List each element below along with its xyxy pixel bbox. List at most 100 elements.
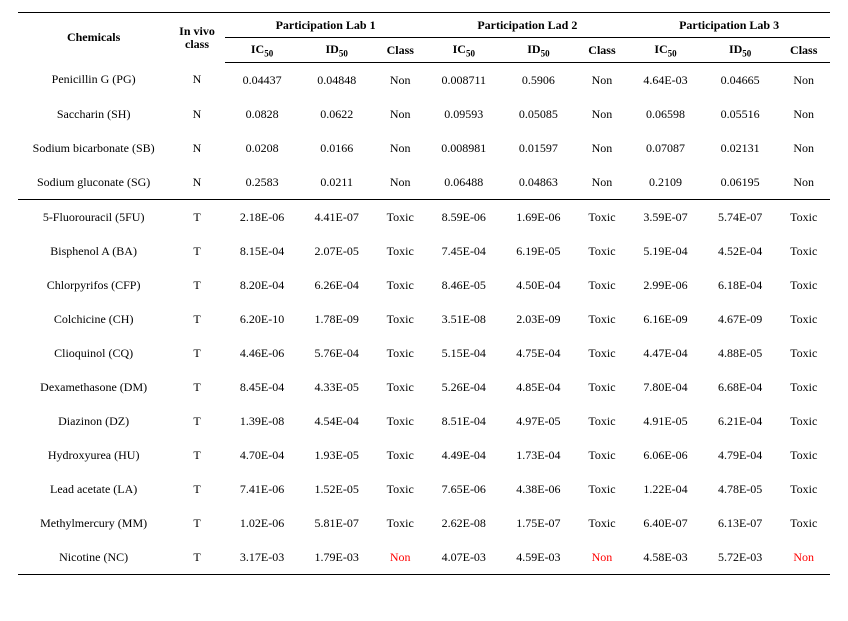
table-row: Saccharin (SH)N0.08280.0622Non0.095930.0… (18, 97, 830, 131)
cell-lab3-ic50: 0.06598 (628, 97, 703, 131)
cell-lab2-ic50: 8.51E-04 (426, 404, 501, 438)
cell-lab1-class: Non (374, 63, 426, 98)
cell-lab3-id50: 4.88E-05 (703, 336, 778, 370)
cell-lab3-id50: 5.72E-03 (703, 540, 778, 575)
cell-invivo: N (169, 97, 224, 131)
cell-chemical: Nicotine (NC) (18, 540, 169, 575)
cell-lab1-ic50: 7.41E-06 (225, 472, 300, 506)
cell-lab3-ic50: 4.58E-03 (628, 540, 703, 575)
results-table: Chemicals In vivo class Participation La… (18, 12, 830, 575)
cell-lab1-class: Toxic (374, 268, 426, 302)
cell-chemical: Diazinon (DZ) (18, 404, 169, 438)
table-row: Sodium bicarbonate (SB)N0.02080.0166Non0… (18, 131, 830, 165)
cell-lab2-ic50: 7.45E-04 (426, 234, 501, 268)
cell-lab1-id50: 4.33E-05 (299, 370, 374, 404)
table-row: Penicillin G (PG)N0.044370.04848Non0.008… (18, 63, 830, 98)
cell-lab2-class: Toxic (576, 370, 628, 404)
cell-chemical: Clioquinol (CQ) (18, 336, 169, 370)
cell-lab1-ic50: 4.46E-06 (225, 336, 300, 370)
cell-lab2-id50: 4.75E-04 (501, 336, 576, 370)
cell-lab1-id50: 6.26E-04 (299, 268, 374, 302)
cell-lab1-ic50: 1.39E-08 (225, 404, 300, 438)
cell-lab3-class: Toxic (777, 268, 830, 302)
cell-lab2-id50: 4.50E-04 (501, 268, 576, 302)
cell-lab1-id50: 0.0211 (299, 165, 374, 200)
cell-invivo: T (169, 200, 224, 235)
cell-chemical: 5-Fluorouracil (5FU) (18, 200, 169, 235)
cell-lab1-ic50: 6.20E-10 (225, 302, 300, 336)
cell-lab1-class: Toxic (374, 336, 426, 370)
cell-lab1-class: Toxic (374, 438, 426, 472)
col-lab3-ic50: IC50 (628, 38, 703, 63)
cell-lab2-ic50: 0.09593 (426, 97, 501, 131)
cell-chemical: Sodium gluconate (SG) (18, 165, 169, 200)
col-lab1-ic50: IC50 (225, 38, 300, 63)
cell-lab3-ic50: 4.64E-03 (628, 63, 703, 98)
cell-lab1-class: Toxic (374, 472, 426, 506)
cell-lab3-class: Non (777, 63, 830, 98)
cell-lab2-id50: 0.5906 (501, 63, 576, 98)
cell-lab1-id50: 0.0622 (299, 97, 374, 131)
cell-lab2-class: Toxic (576, 438, 628, 472)
cell-invivo: T (169, 302, 224, 336)
cell-lab3-class: Toxic (777, 370, 830, 404)
cell-lab1-class: Toxic (374, 302, 426, 336)
cell-lab3-id50: 6.68E-04 (703, 370, 778, 404)
cell-invivo: N (169, 63, 224, 98)
cell-invivo: T (169, 438, 224, 472)
col-lab3-id50: ID50 (703, 38, 778, 63)
table-row: Sodium gluconate (SG)N0.25830.0211Non0.0… (18, 165, 830, 200)
cell-lab1-ic50: 3.17E-03 (225, 540, 300, 575)
cell-lab3-class: Toxic (777, 302, 830, 336)
cell-lab1-id50: 0.0166 (299, 131, 374, 165)
col-lab3-class: Class (777, 38, 830, 63)
cell-lab2-class: Toxic (576, 234, 628, 268)
cell-chemical: Chlorpyrifos (CFP) (18, 268, 169, 302)
cell-lab2-ic50: 3.51E-08 (426, 302, 501, 336)
cell-lab2-class: Toxic (576, 268, 628, 302)
cell-lab3-class: Toxic (777, 404, 830, 438)
cell-lab3-ic50: 4.91E-05 (628, 404, 703, 438)
table-row: Dexamethasone (DM)T8.45E-044.33E-05Toxic… (18, 370, 830, 404)
col-invivo-class: In vivo class (169, 13, 224, 63)
cell-lab3-class: Non (777, 97, 830, 131)
cell-lab3-class: Toxic (777, 200, 830, 235)
cell-lab3-id50: 5.74E-07 (703, 200, 778, 235)
cell-lab1-class: Non (374, 97, 426, 131)
cell-invivo: T (169, 370, 224, 404)
cell-lab2-class: Toxic (576, 404, 628, 438)
cell-lab2-class: Toxic (576, 200, 628, 235)
cell-lab2-ic50: 5.15E-04 (426, 336, 501, 370)
cell-lab3-id50: 6.21E-04 (703, 404, 778, 438)
table-row: Clioquinol (CQ)T4.46E-065.76E-04Toxic5.1… (18, 336, 830, 370)
cell-lab3-class: Toxic (777, 472, 830, 506)
cell-lab2-id50: 4.38E-06 (501, 472, 576, 506)
cell-chemical: Sodium bicarbonate (SB) (18, 131, 169, 165)
cell-lab3-class: Non (777, 131, 830, 165)
cell-lab1-class: Non (374, 131, 426, 165)
cell-lab3-class: Toxic (777, 506, 830, 540)
cell-lab3-id50: 4.78E-05 (703, 472, 778, 506)
cell-lab2-class: Non (576, 63, 628, 98)
cell-lab3-id50: 6.13E-07 (703, 506, 778, 540)
col-lab2-class: Class (576, 38, 628, 63)
table-row: Methylmercury (MM)T1.02E-065.81E-07Toxic… (18, 506, 830, 540)
cell-lab1-id50: 0.04848 (299, 63, 374, 98)
cell-lab1-id50: 5.81E-07 (299, 506, 374, 540)
cell-lab3-ic50: 6.06E-06 (628, 438, 703, 472)
cell-lab2-id50: 1.69E-06 (501, 200, 576, 235)
cell-lab3-class: Non (777, 165, 830, 200)
cell-lab2-ic50: 0.06488 (426, 165, 501, 200)
col-chemicals: Chemicals (18, 13, 169, 63)
cell-lab1-ic50: 2.18E-06 (225, 200, 300, 235)
cell-lab3-id50: 0.06195 (703, 165, 778, 200)
table-row: Bisphenol A (BA)T8.15E-042.07E-05Toxic7.… (18, 234, 830, 268)
cell-chemical: Colchicine (CH) (18, 302, 169, 336)
cell-lab2-ic50: 4.07E-03 (426, 540, 501, 575)
cell-lab1-id50: 4.54E-04 (299, 404, 374, 438)
cell-lab3-id50: 6.18E-04 (703, 268, 778, 302)
cell-lab2-id50: 0.05085 (501, 97, 576, 131)
cell-lab2-ic50: 8.46E-05 (426, 268, 501, 302)
cell-lab2-ic50: 4.49E-04 (426, 438, 501, 472)
cell-lab1-ic50: 8.20E-04 (225, 268, 300, 302)
